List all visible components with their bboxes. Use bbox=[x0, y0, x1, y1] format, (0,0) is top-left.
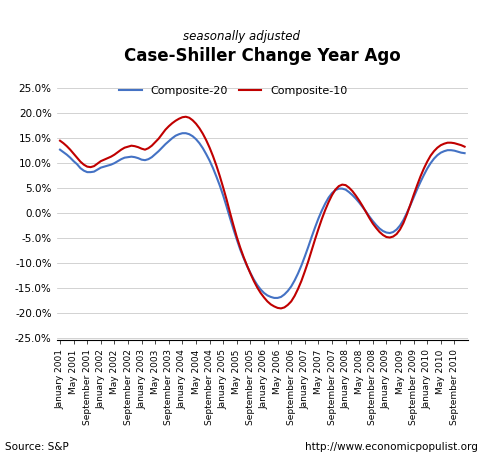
Composite-10 bbox=[288, 299, 294, 304]
Composite-20 bbox=[288, 284, 294, 289]
Composite-20 bbox=[180, 130, 185, 136]
Composite-20 bbox=[462, 150, 468, 156]
Composite-10 bbox=[455, 142, 461, 147]
Text: seasonally adjusted: seasonally adjusted bbox=[183, 30, 300, 43]
Composite-10 bbox=[57, 138, 63, 143]
Composite-10 bbox=[142, 147, 148, 153]
Text: http://www.economicpopulist.org: http://www.economicpopulist.org bbox=[305, 442, 478, 452]
Line: Composite-20: Composite-20 bbox=[60, 133, 465, 298]
Composite-20 bbox=[142, 158, 148, 163]
Composite-10 bbox=[462, 144, 468, 149]
Composite-10 bbox=[343, 183, 349, 188]
Line: Composite-10: Composite-10 bbox=[60, 117, 465, 308]
Composite-10 bbox=[166, 123, 171, 129]
Composite-10 bbox=[183, 114, 189, 119]
Composite-20 bbox=[166, 138, 171, 144]
Composite-20 bbox=[384, 230, 389, 235]
Title: Case-Shiller Change Year Ago: Case-Shiller Change Year Ago bbox=[124, 47, 401, 65]
Composite-20 bbox=[271, 295, 277, 301]
Composite-20 bbox=[57, 147, 63, 153]
Composite-20 bbox=[343, 187, 349, 192]
Composite-10 bbox=[278, 306, 284, 311]
Composite-20 bbox=[455, 149, 461, 154]
Legend: Composite-20, Composite-10: Composite-20, Composite-10 bbox=[119, 86, 347, 96]
Text: Source: S&P: Source: S&P bbox=[5, 442, 69, 452]
Composite-10 bbox=[384, 234, 389, 240]
